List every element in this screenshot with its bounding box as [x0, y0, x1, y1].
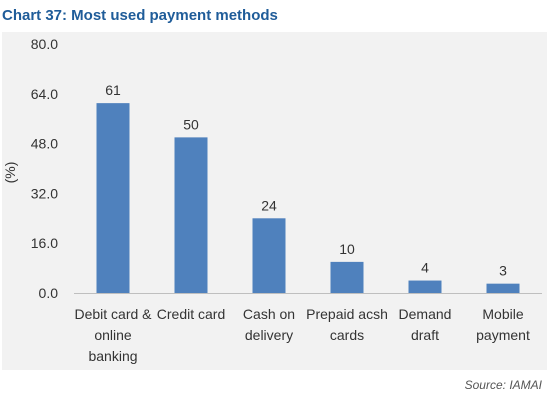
bars: 61 50 24 10 4 3 — [96, 82, 520, 293]
x-tick-label: payment — [476, 327, 530, 343]
data-label: 4 — [421, 260, 429, 276]
x-tick-label: Demand — [399, 306, 452, 322]
y-tick-label: 32.0 — [31, 185, 58, 201]
x-tick-label: draft — [411, 327, 439, 343]
x-tick-label: Cash on — [243, 306, 295, 322]
chart-title: Chart 37: Most used payment methods — [2, 7, 278, 24]
y-tick-label: 48.0 — [31, 136, 58, 152]
x-tick-label: banking — [88, 348, 137, 364]
bar — [174, 137, 208, 293]
y-tick-label: 0.0 — [39, 285, 59, 301]
x-tick-label: online — [94, 327, 132, 343]
y-axis-label: (%) — [2, 162, 18, 184]
chart-panel: 0.0 16.0 32.0 48.0 64.0 80.0 (%) 61 50 24 10 4 3 De… — [2, 32, 547, 370]
bar-chart: 0.0 16.0 32.0 48.0 64.0 80.0 (%) 61 50 24 10 4 3 De… — [2, 36, 542, 364]
data-label: 61 — [105, 82, 121, 98]
source-note: Source: IAMAI — [464, 378, 542, 392]
bar — [330, 261, 364, 293]
x-tick-label: Debit card & — [74, 306, 152, 322]
data-label: 24 — [261, 197, 277, 213]
x-axis-labels: Debit card & online banking Credit card Cash… — [74, 306, 529, 364]
x-tick-label: Credit card — [157, 306, 225, 322]
y-tick-label: 16.0 — [31, 235, 58, 251]
y-tick-label: 64.0 — [31, 86, 58, 102]
data-label: 10 — [339, 241, 355, 257]
x-tick-label: Prepaid acsh — [306, 306, 388, 322]
bar — [408, 280, 442, 293]
x-tick-label: delivery — [245, 327, 293, 343]
data-label: 3 — [499, 263, 507, 279]
data-label: 50 — [183, 116, 199, 132]
x-tick-label: cards — [330, 327, 364, 343]
bar — [252, 218, 286, 293]
bar — [486, 283, 520, 293]
y-axis: 0.0 16.0 32.0 48.0 64.0 80.0 (%) — [2, 36, 542, 301]
bar — [96, 103, 130, 293]
x-tick-label: Mobile — [482, 306, 523, 322]
y-tick-label: 80.0 — [31, 36, 58, 52]
